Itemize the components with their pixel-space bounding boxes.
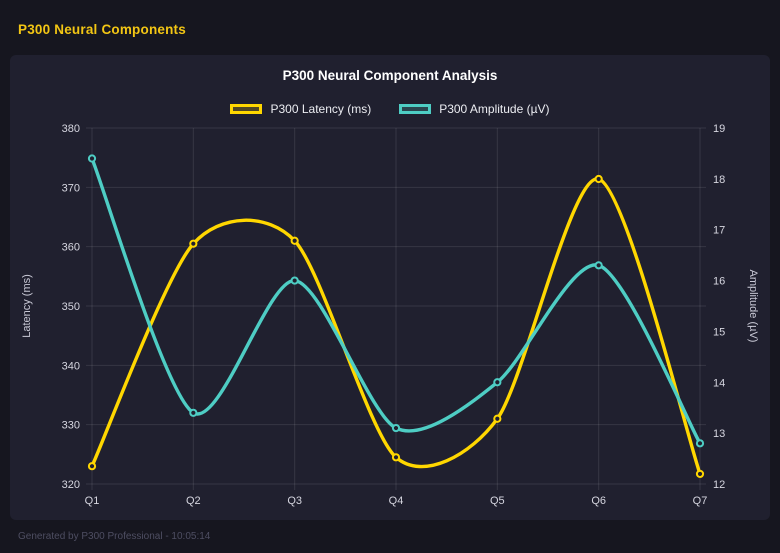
right-axis-tick: 19 <box>713 123 725 135</box>
footer-status: Generated by P300 Professional - 10:05:1… <box>18 531 211 542</box>
series-points-latency[interactable] <box>87 174 705 479</box>
left-axis-tick: 370 <box>62 182 80 194</box>
x-axis-tick: Q7 <box>693 495 708 507</box>
legend-swatch <box>230 104 263 114</box>
chart-title: P300 Neural Component Analysis <box>282 68 498 83</box>
data-point[interactable] <box>594 261 603 270</box>
right-axis-tick: 17 <box>713 225 725 237</box>
x-axis-tick: Q4 <box>389 495 404 507</box>
x-axis-tick: Q6 <box>591 495 606 507</box>
right-axis-title: Amplitude (µV) <box>747 270 759 343</box>
left-axis-tick: 320 <box>62 479 80 491</box>
left-axis-tick: 380 <box>62 123 80 135</box>
left-axis-tick: 330 <box>62 420 80 432</box>
grid-lines <box>86 127 706 490</box>
data-point[interactable] <box>493 378 502 387</box>
chart-card: P300 Neural Component Analysis P300 Late… <box>10 55 770 520</box>
legend-swatch <box>399 104 432 114</box>
chart-canvas[interactable]: 380 370 360 350 340 330 320 19 18 17 16 15 14 13 12 Q1 Q… <box>10 120 770 516</box>
data-point[interactable] <box>391 423 401 433</box>
right-axis-tick: 14 <box>713 377 725 389</box>
right-axis-tick: 12 <box>713 479 725 491</box>
x-axis-tick: Q5 <box>490 495 505 507</box>
x-axis-tick: Q1 <box>85 495 100 507</box>
x-axis-tick: Q2 <box>186 495 201 507</box>
left-axis-tick: 350 <box>62 301 80 313</box>
data-point[interactable] <box>695 439 705 448</box>
left-axis-tick: 340 <box>62 360 80 372</box>
right-axis-tick: 18 <box>713 174 725 186</box>
data-point[interactable] <box>493 414 502 423</box>
axis-tick-labels: 380 370 360 350 340 330 320 19 18 17 16 15 14 13 12 Q1 Q… <box>62 123 726 507</box>
data-point[interactable] <box>290 236 299 245</box>
legend-label: P300 Amplitude (µV) <box>439 102 550 116</box>
right-axis-tick: 13 <box>713 428 725 440</box>
app-title: P300 Neural Components <box>18 22 186 37</box>
data-point[interactable] <box>87 462 97 471</box>
data-point[interactable] <box>189 239 198 248</box>
data-point[interactable] <box>391 453 401 462</box>
legend-label: P300 Latency (ms) <box>270 102 372 116</box>
legend-item-amplitude[interactable]: P300 Amplitude (µV) <box>399 102 550 116</box>
data-point[interactable] <box>290 276 299 285</box>
left-axis-title: Latency (ms) <box>21 274 33 338</box>
data-point[interactable] <box>695 469 705 479</box>
x-axis-tick: Q3 <box>287 495 302 507</box>
data-point[interactable] <box>594 174 603 184</box>
series-points-amplitude[interactable] <box>87 154 705 448</box>
legend-item-latency[interactable]: P300 Latency (ms) <box>230 102 371 116</box>
data-point[interactable] <box>87 154 97 163</box>
app-header: P300 Neural Components <box>18 22 186 37</box>
right-axis-tick: 15 <box>713 326 725 338</box>
left-axis-tick: 360 <box>62 242 80 254</box>
chart-legend: P300 Latency (ms) P300 Amplitude (µV) <box>10 101 770 117</box>
right-axis-tick: 16 <box>713 276 725 288</box>
data-point[interactable] <box>189 408 198 417</box>
